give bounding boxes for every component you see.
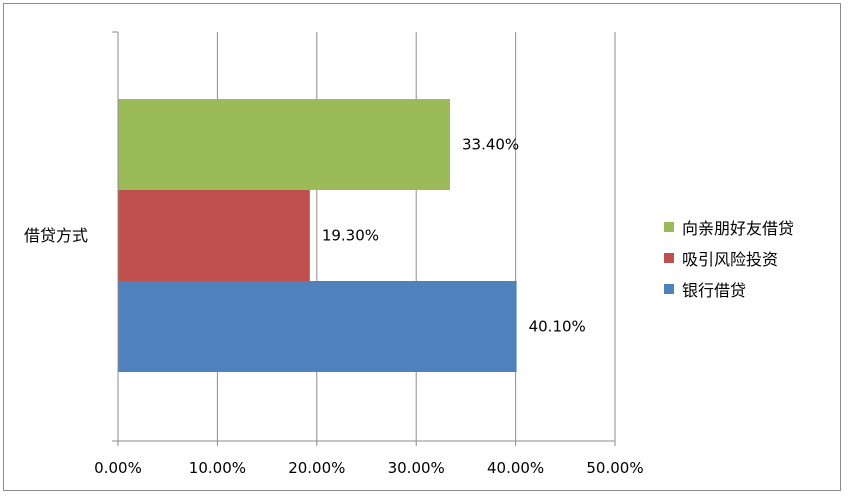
bar [118, 281, 517, 372]
x-tick-label: 40.00% [487, 459, 544, 477]
x-tick-label: 0.00% [94, 459, 142, 477]
legend-swatch-bank [664, 283, 674, 294]
legend-label-bank: 银行借贷 [682, 280, 747, 300]
x-tick-label: 30.00% [388, 459, 445, 477]
legend-label-venture: 吸引风险投资 [682, 249, 779, 269]
legend: 向亲朋好友借贷 吸引风险投资 银行借贷 [664, 211, 794, 304]
x-tick-label: 20.00% [288, 459, 345, 477]
x-tick-label: 50.00% [586, 459, 643, 477]
chart-frame: 40.10% 19.30% 33.40% 0.00% 10.00% 20.00% 30.00… [3, 3, 841, 491]
x-tick-label: 10.00% [189, 459, 246, 477]
legend-item-friends: 向亲朋好友借贷 [664, 211, 794, 242]
legend-swatch-venture [664, 252, 674, 263]
legend-label-friends: 向亲朋好友借贷 [682, 218, 795, 238]
bar [118, 190, 310, 281]
data-label: 40.10% [529, 318, 586, 336]
category-label: 借贷方式 [24, 226, 88, 245]
data-label: 33.40% [462, 136, 519, 154]
data-label: 19.30% [322, 227, 379, 245]
bar [118, 99, 450, 190]
legend-swatch-friends [664, 221, 674, 232]
legend-item-venture: 吸引风险投资 [664, 242, 794, 273]
legend-item-bank: 银行借贷 [664, 273, 794, 304]
bar-chart: 40.10% 19.30% 33.40% 0.00% 10.00% 20.00% 30.00… [24, 31, 644, 477]
